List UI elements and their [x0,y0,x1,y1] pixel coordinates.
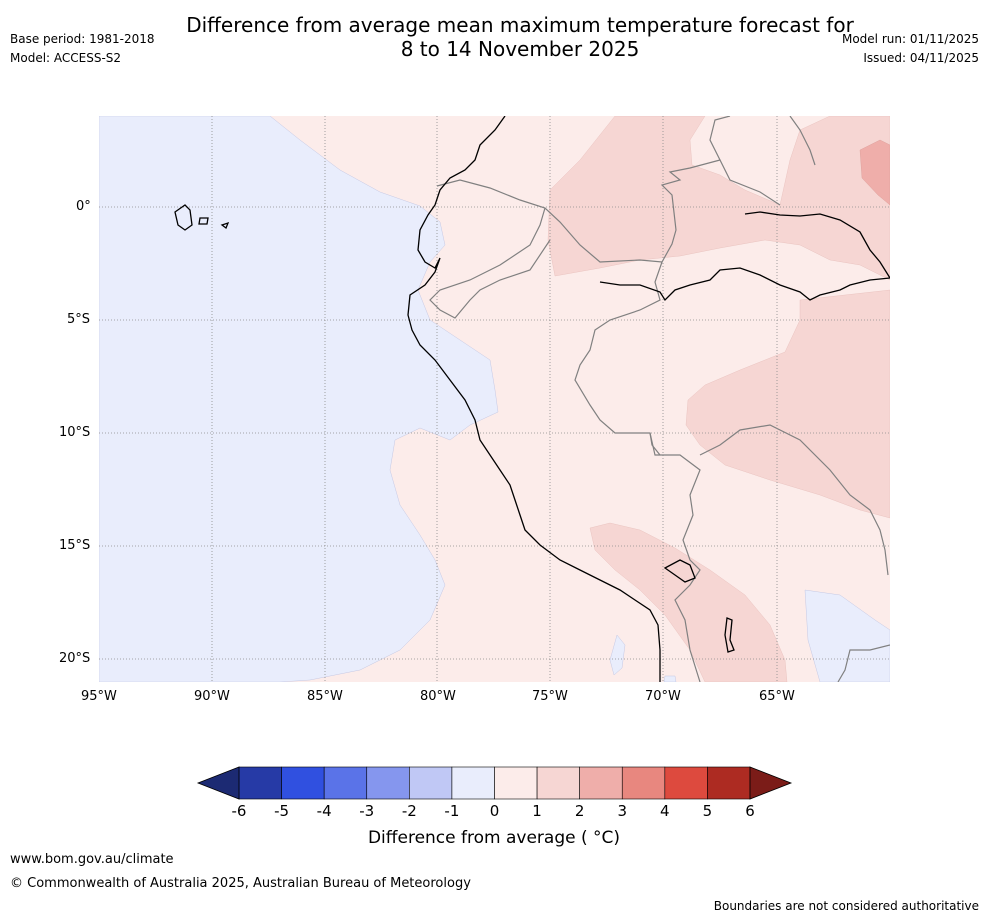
colorbar-bin [238,766,282,800]
model-run: Model run: 01/11/2025 [841,32,979,46]
colorbar-tick-label: -1 [444,802,459,820]
colorbar-bin [579,766,623,800]
lon-label-95w: 95°W [81,689,117,704]
colorbar-bin [536,766,580,800]
lon-label-90w: 90°W [194,689,230,704]
colorbar-tick-label: -6 [232,802,247,820]
colorbar-bin [664,766,708,800]
colorbar-tick-label: -4 [317,802,332,820]
colorbar-bin [494,766,538,800]
colorbar-tick-label: 1 [532,802,542,820]
negative-patch-andes [609,634,626,676]
lat-label-5s: 5°S [67,312,91,327]
colorbar-label: Difference from average ( °C) [367,828,621,848]
lat-label-20s: 20°S [59,651,91,666]
lon-label-85w: 85°W [307,689,343,704]
colorbar-bin [366,766,410,800]
colorbar-tick-label: -2 [402,802,417,820]
colorbar-tick-label: 3 [617,802,627,820]
colorbar-over-arrow [749,766,793,800]
anomaly-2-3-region [859,139,890,206]
colorbar-tick-label: 5 [703,802,713,820]
lon-label-70w: 70°W [645,689,681,704]
colorbar-bin [281,766,325,800]
colorbar-under-arrow [196,766,240,800]
colorbar-bin [707,766,751,800]
colorbar-tick-label: 6 [745,802,755,820]
country-borders [429,116,890,682]
issued-date: Issued: 04/11/2025 [863,51,979,65]
lat-label-10s: 10°S [59,425,91,440]
negative-patch-southeast [804,589,890,682]
lon-label-75w: 75°W [532,689,568,704]
ocean-negative-region [99,116,499,682]
lon-label-80w: 80°W [420,689,456,704]
colorbar-bin [323,766,368,800]
lat-label-15s: 15°S [59,538,91,553]
colorbar-bin [621,766,666,800]
website-link[interactable]: www.bom.gov.au/climate [10,852,174,867]
title-line-1: Difference from average mean maximum tem… [186,13,854,37]
coastline [174,116,890,682]
model-name: Model: ACCESS-S2 [10,51,122,65]
anomaly-1-2-south [589,522,788,682]
lat-label-0: 0° [76,199,91,214]
anomaly-1-2-east [685,289,890,519]
copyright-notice: © Commonwealth of Australia 2025, Austra… [10,876,471,891]
graticule [99,116,890,682]
colorbar-bin [451,766,495,800]
colorbar-bin [409,766,453,800]
colorbar-tick-label: 4 [660,802,670,820]
colorbar-tick-label: -3 [359,802,374,820]
lon-label-65w: 65°W [759,689,795,704]
negative-patch-small [663,675,677,682]
colorbar-tick-label: -5 [274,802,289,820]
colorbar-tick-label: 0 [490,802,500,820]
colorbar-tick-label: 2 [575,802,585,820]
base-period: Base period: 1981-2018 [10,32,155,46]
title-line-2: 8 to 14 November 2025 [400,37,640,61]
boundaries-disclaimer: Boundaries are not considered authoritat… [713,899,979,913]
